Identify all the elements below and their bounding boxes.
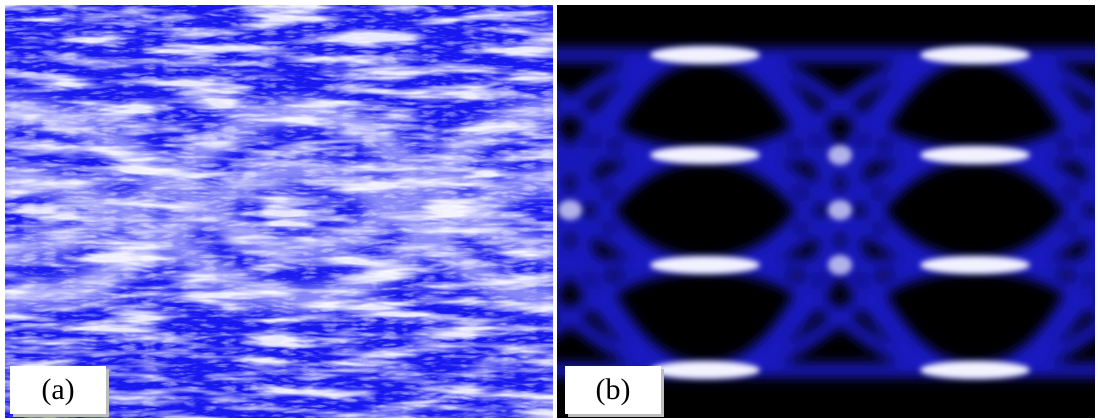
eye-trace [974,48,1095,196]
eye-trace [557,148,706,296]
eye-highlight [920,256,1030,274]
panel-a-image [5,5,553,418]
eye-highlight [650,256,760,274]
panel-b-image [557,5,1095,418]
eye-trace [557,258,706,337]
eye-highlight [920,46,1030,64]
crossing-highlight [828,145,852,165]
eye-highlight [920,361,1030,379]
panel-label: (b) [565,366,661,414]
eye-highlight [920,146,1030,164]
crossing-highlight [828,200,852,220]
eye-highlight [650,46,760,64]
eye-highlight [650,146,760,164]
eye-highlight [650,361,760,379]
crossing-highlight [558,200,582,220]
eye-trace [974,148,1095,252]
eye-trace [974,258,1095,315]
crossing-highlight [828,255,852,275]
panel-label: (a) [10,366,106,414]
